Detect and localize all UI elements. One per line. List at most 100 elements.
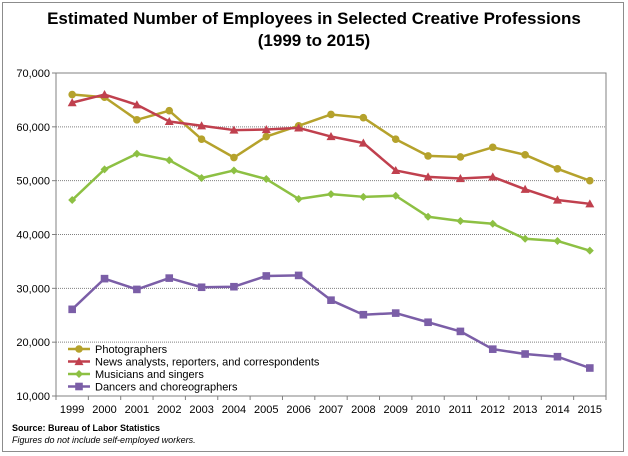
y-tick-label: 10,000 [16,391,50,403]
data-point-news-analysts-reporters-and-correspondents [488,172,498,181]
data-point-photographers [488,143,497,152]
y-tick-label: 50,000 [16,176,50,188]
data-point-news-analysts-reporters-and-correspondents [552,195,562,204]
chart-title-line1: Estimated Number of Employees in Selecte… [47,9,581,28]
data-point-news-analysts-reporters-and-correspondents [423,172,433,181]
data-point-musicians-and-singers [132,149,141,158]
y-tick-label: 20,000 [16,337,50,349]
data-point-news-analysts-reporters-and-correspondents [391,165,401,175]
x-tick-label: 2013 [513,404,537,416]
data-point-dancers-and-choreographers [133,285,141,294]
data-point-photographers [197,135,206,144]
data-point-photographers [359,113,368,122]
data-point-musicians-and-singers [488,219,497,228]
data-point-dancers-and-choreographers [100,274,109,283]
data-point-musicians-and-singers [229,166,238,175]
data-point-news-analysts-reporters-and-correspondents [261,125,271,134]
x-tick-label: 2012 [481,404,505,416]
x-tick-label: 2015 [578,404,602,416]
data-point-dancers-and-choreographers [68,305,76,314]
data-point-musicians-and-singers [553,236,562,245]
series-line-musicians-and-singers [71,152,591,252]
legend-label: Musicians and singers [95,369,204,381]
data-point-photographers [553,165,562,173]
data-point-photographers [424,152,432,160]
chart-frame [2,2,624,452]
legend-marker [75,370,83,378]
data-point-dancers-and-choreographers [553,352,562,361]
data-point-musicians-and-singers [165,156,174,165]
x-tick-label: 1999 [60,404,84,416]
data-point-photographers [391,135,400,144]
data-point-dancers-and-choreographers [294,271,303,280]
y-tick-label: 40,000 [16,230,50,242]
data-point-news-analysts-reporters-and-correspondents [294,123,304,132]
data-point-photographers [133,116,141,124]
y-tick-label: 60,000 [16,122,50,134]
x-tick-label: 2008 [351,404,375,416]
x-tick-label: 2000 [92,404,116,416]
x-tick-label: 2014 [545,404,569,416]
y-tick-label: 30,000 [16,283,50,295]
data-point-photographers [521,151,529,159]
data-point-musicians-and-singers [391,191,400,200]
data-point-news-analysts-reporters-and-correspondents [326,132,336,141]
data-point-musicians-and-singers [585,246,594,255]
data-point-musicians-and-singers [262,175,271,184]
x-tick-label: 2011 [449,404,473,416]
data-point-musicians-and-singers [294,194,303,203]
y-tick-label: 70,000 [16,68,50,80]
data-point-musicians-and-singers [197,173,206,182]
x-tick-label: 2005 [254,404,278,416]
data-point-photographers [456,153,465,161]
x-tick-label: 2006 [286,404,310,416]
data-point-dancers-and-choreographers [165,274,174,282]
data-point-musicians-and-singers [327,190,335,199]
x-tick-label: 2003 [189,404,213,416]
data-point-photographers [327,110,335,119]
data-point-musicians-and-singers [521,234,530,243]
data-point-musicians-and-singers [359,192,368,201]
data-point-news-analysts-reporters-and-correspondents [358,138,368,147]
data-point-dancers-and-choreographers [262,272,271,280]
data-point-musicians-and-singers [68,196,77,205]
data-point-dancers-and-choreographers [586,364,594,372]
x-tick-label: 2010 [416,404,440,416]
x-tick-label: 2009 [383,404,407,416]
data-point-musicians-and-singers [424,212,433,221]
data-point-news-analysts-reporters-and-correspondents [164,116,174,126]
data-point-photographers [68,90,76,99]
legend-marker [75,382,83,391]
data-point-dancers-and-choreographers [488,345,497,353]
data-point-musicians-and-singers [100,165,109,174]
data-point-news-analysts-reporters-and-correspondents [100,90,110,99]
chart-title-line2: (1999 to 2015) [257,31,371,50]
data-point-photographers [165,106,174,115]
x-tick-label: 2001 [125,404,149,416]
x-tick-label: 2004 [222,404,246,416]
legend-label: Dancers and choreographers [95,382,238,394]
source-note: Source: Bureau of Labor Statistics [12,423,161,433]
legend-label: Photographers [95,344,168,356]
data-point-photographers [586,176,594,185]
data-point-dancers-and-choreographers [521,350,529,358]
x-tick-label: 2007 [319,404,343,416]
data-point-dancers-and-choreographers [359,310,368,319]
data-point-news-analysts-reporters-and-correspondents [197,121,207,130]
data-point-dancers-and-choreographers [327,296,335,304]
data-point-dancers-and-choreographers [424,318,432,327]
data-point-dancers-and-choreographers [197,283,206,292]
data-point-photographers [230,153,238,162]
data-point-news-analysts-reporters-and-correspondents [132,100,142,109]
legend-marker [75,345,83,353]
data-point-dancers-and-choreographers [391,309,400,317]
data-point-photographers [262,132,271,141]
chart-title: Estimated Number of Employees in Selecte… [0,8,628,52]
data-point-dancers-and-choreographers [456,327,465,336]
data-point-news-analysts-reporters-and-correspondents [229,125,239,134]
data-point-musicians-and-singers [456,217,465,226]
data-point-news-analysts-reporters-and-correspondents [520,184,530,193]
data-point-news-analysts-reporters-and-correspondents [67,98,77,107]
footnote: Figures do not include self-employed wor… [12,435,196,445]
